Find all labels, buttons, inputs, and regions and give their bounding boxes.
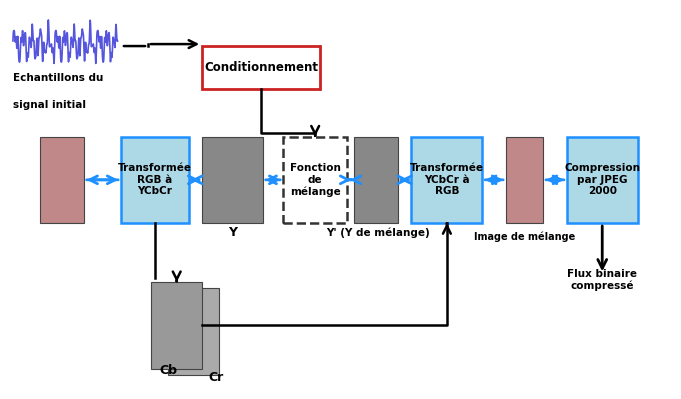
Bar xyxy=(354,136,398,223)
Text: Cb: Cb xyxy=(159,364,177,377)
Text: signal initial: signal initial xyxy=(13,100,86,110)
Text: Flux binaire
compressé: Flux binaire compressé xyxy=(567,269,637,291)
Text: Conditionnement: Conditionnement xyxy=(204,61,318,74)
FancyBboxPatch shape xyxy=(411,136,482,223)
Bar xyxy=(168,288,219,375)
Bar xyxy=(506,136,543,223)
Text: Cr: Cr xyxy=(208,371,223,384)
Text: Fonction
de
mélange: Fonction de mélange xyxy=(289,163,340,197)
Bar xyxy=(151,282,202,369)
FancyBboxPatch shape xyxy=(283,136,347,223)
FancyBboxPatch shape xyxy=(567,136,637,223)
FancyBboxPatch shape xyxy=(121,136,189,223)
Text: Image de mélange: Image de mélange xyxy=(474,232,575,242)
Bar xyxy=(40,136,84,223)
FancyBboxPatch shape xyxy=(202,46,320,89)
Text: Transformée
YCbCr à
RGB: Transformée YCbCr à RGB xyxy=(410,163,484,196)
Text: Transformée
RGB à
YCbCr: Transformée RGB à YCbCr xyxy=(118,163,192,196)
Text: Y: Y xyxy=(228,227,237,239)
Bar xyxy=(202,136,263,223)
Text: Y' (Y de mélange): Y' (Y de mélange) xyxy=(326,228,430,238)
Text: Echantillons du: Echantillons du xyxy=(13,73,104,83)
Text: Compression
par JPEG
2000: Compression par JPEG 2000 xyxy=(565,163,640,196)
